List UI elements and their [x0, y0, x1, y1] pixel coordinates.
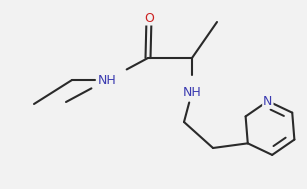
Text: NH: NH — [183, 85, 201, 98]
Text: NH: NH — [98, 74, 116, 87]
Text: O: O — [144, 12, 154, 25]
Text: N: N — [263, 94, 273, 108]
